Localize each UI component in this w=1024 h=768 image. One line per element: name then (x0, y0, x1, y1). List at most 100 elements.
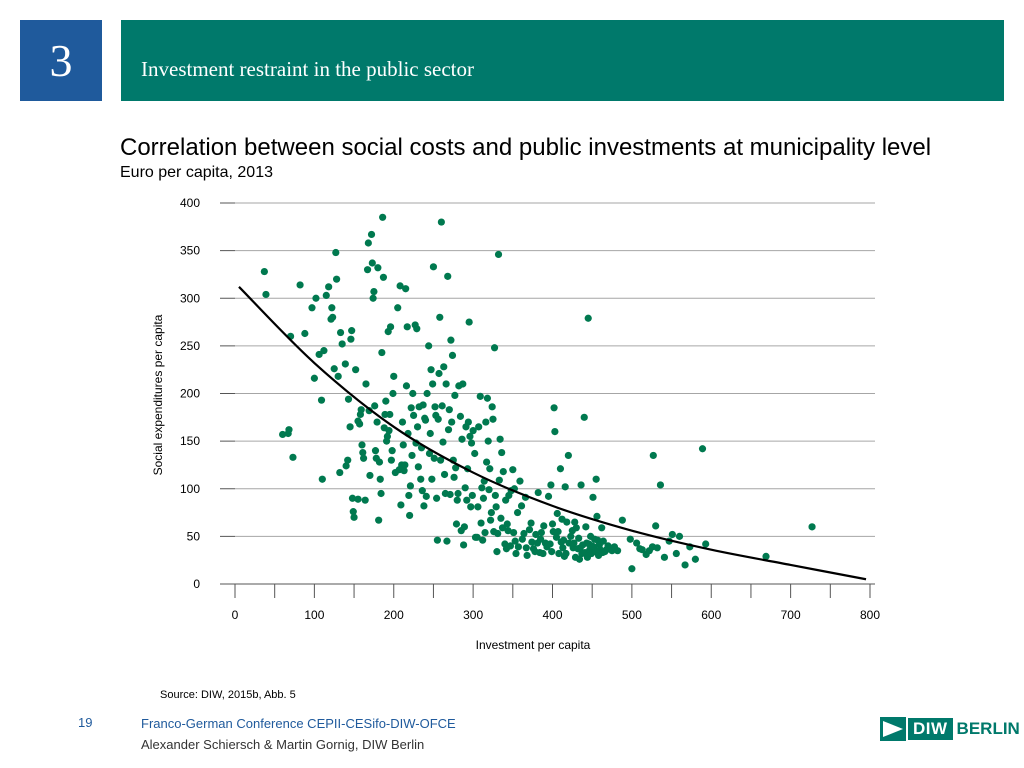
y-tick-label-250: 250 (180, 339, 200, 353)
data-point (348, 327, 356, 335)
data-point (496, 435, 504, 443)
data-point (352, 366, 360, 374)
data-point (452, 520, 461, 528)
data-point (474, 503, 482, 511)
data-point (427, 366, 435, 374)
data-point (593, 512, 601, 520)
data-point (388, 447, 396, 455)
data-point (539, 549, 547, 558)
data-point (374, 264, 382, 272)
data-point (401, 461, 409, 469)
data-point (504, 527, 512, 535)
data-point (482, 418, 490, 426)
data-point (363, 266, 372, 274)
data-point (399, 441, 407, 449)
data-point (428, 475, 436, 483)
data-point (476, 392, 484, 400)
data-point (534, 488, 542, 497)
data-point (451, 391, 459, 400)
x-tick-label-0: 0 (232, 608, 239, 622)
x-axis-label: Investment per capita (476, 638, 591, 652)
data-point (544, 492, 553, 500)
data-point (550, 404, 558, 412)
data-point (456, 412, 465, 420)
data-point (447, 336, 455, 344)
data-point (407, 404, 415, 412)
data-point (493, 548, 501, 556)
data-point (489, 415, 497, 423)
data-point (443, 537, 451, 545)
data-point (435, 369, 443, 378)
section-number: 3 (49, 35, 73, 86)
data-point (417, 475, 425, 483)
data-point (420, 502, 428, 510)
data-point (439, 438, 447, 446)
data-point (344, 395, 353, 403)
data-point (312, 294, 320, 302)
data-point (563, 518, 571, 526)
y-tick-label-300: 300 (180, 291, 200, 305)
data-point (406, 511, 414, 520)
data-point (660, 553, 669, 561)
data-point (285, 426, 293, 434)
data-point (301, 329, 309, 338)
page-number: 19 (78, 715, 93, 730)
data-point (346, 423, 354, 431)
data-point (492, 503, 500, 511)
data-point (357, 406, 365, 414)
data-point (479, 536, 487, 544)
data-point (367, 230, 376, 239)
data-point (362, 380, 370, 388)
data-point (698, 445, 707, 453)
data-point (551, 428, 559, 436)
data-point (350, 513, 358, 521)
data-point (458, 435, 466, 443)
data-point (448, 418, 456, 426)
data-point (328, 304, 336, 312)
data-point (433, 494, 441, 502)
data-point (385, 427, 393, 435)
data-point (478, 484, 486, 492)
data-point (454, 489, 462, 498)
data-point (522, 544, 530, 552)
data-point (571, 518, 579, 526)
data-point (438, 402, 446, 410)
data-point (409, 411, 418, 420)
data-point (626, 535, 634, 543)
data-point (431, 403, 439, 411)
data-point (675, 532, 684, 540)
data-point (448, 351, 457, 359)
data-point (377, 489, 385, 498)
data-point (503, 520, 511, 528)
slide-title: Investment restraint in the public secto… (141, 57, 474, 81)
data-point (577, 481, 585, 489)
data-point (488, 403, 496, 411)
data-point (403, 323, 411, 331)
data-point (589, 493, 597, 501)
data-point (376, 475, 384, 483)
data-point (509, 466, 517, 474)
data-point (691, 555, 699, 563)
data-point (580, 413, 588, 421)
footer-authors: Alexander Schiersch & Martin Gornig, DIW… (141, 737, 425, 752)
x-tick-label-500: 500 (622, 608, 642, 622)
data-point (368, 259, 376, 267)
data-point (322, 291, 330, 299)
data-point (413, 325, 421, 333)
y-tick-label-350: 350 (180, 244, 200, 258)
y-tick-label-100: 100 (180, 482, 200, 496)
data-point (518, 535, 526, 543)
data-point (514, 543, 522, 551)
data-point (400, 467, 408, 475)
data-point (348, 494, 357, 502)
data-point (442, 380, 450, 388)
data-point (347, 335, 355, 343)
data-point (467, 503, 475, 511)
header-bar: Investment restraint in the public secto… (121, 20, 1004, 101)
data-point (433, 536, 442, 544)
data-point (279, 430, 287, 439)
data-point (572, 524, 580, 532)
data-point (436, 456, 445, 464)
data-point (446, 490, 454, 499)
data-point (510, 528, 518, 537)
